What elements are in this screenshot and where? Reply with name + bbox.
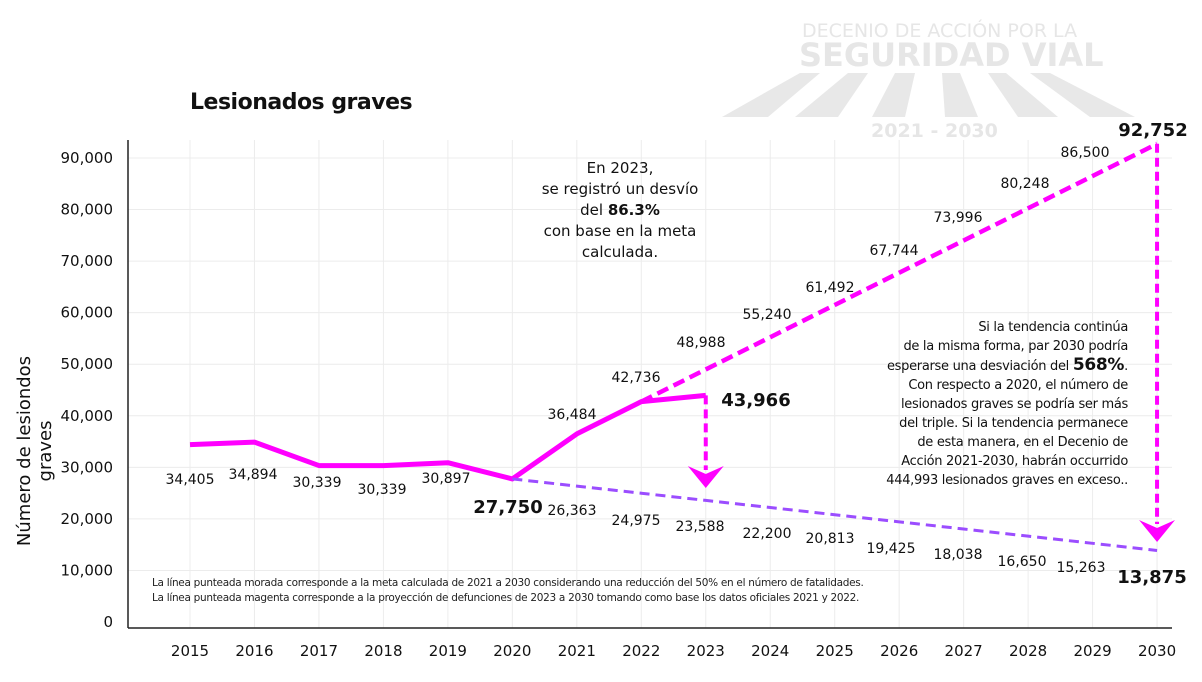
note-line: esperarse una desviación del 568%.: [860, 356, 1128, 376]
chart-title: Lesionados graves: [190, 90, 413, 115]
watermark-line2: SEGURIDAD VIAL: [799, 36, 1104, 74]
data-label: 48,988: [677, 335, 726, 351]
note-text: del: [580, 201, 608, 219]
x-tick-label: 2021: [558, 642, 596, 660]
y-tick-label: 10,000: [61, 561, 114, 579]
y-tick-label: 50,000: [61, 355, 114, 373]
data-label: 13,875: [1117, 567, 1186, 588]
data-label: 15,263: [1057, 560, 1106, 576]
y-tick-label: 30,000: [61, 458, 114, 476]
x-tick-label: 2023: [687, 642, 725, 660]
watermark-line1: DECENIO DE ACCIÓN POR LA: [802, 20, 1078, 42]
note-line: de esta manera, en el Decenio de: [917, 435, 1128, 450]
y-tick-label: 60,000: [61, 304, 114, 322]
data-label: 92,752: [1118, 120, 1187, 141]
note-highlight: 568%: [1072, 355, 1125, 375]
note-line: 444,993 lesionados graves en exceso..: [886, 473, 1128, 488]
x-tick-label: 2025: [816, 642, 854, 660]
y-tick-label: 20,000: [61, 510, 114, 528]
note-line: se registró un desvío: [541, 180, 699, 198]
annotation-2030: Si la tendencia continúa de la misma for…: [860, 318, 1128, 490]
data-label: 30,897: [422, 471, 471, 487]
annotation-2023: En 2023, se registró un desvío del 86.3%…: [520, 158, 720, 263]
note-line: del triple. Si la tendencia permanece: [899, 416, 1128, 431]
data-label: 55,240: [743, 307, 792, 323]
y-tick-label: 90,000: [61, 149, 114, 167]
data-label: 30,339: [358, 482, 407, 498]
x-tick-label: 2019: [429, 642, 467, 660]
note-line: con base en la meta: [543, 222, 697, 240]
x-tick-label: 2029: [1073, 642, 1111, 660]
x-tick-label: 2017: [300, 642, 338, 660]
data-label: 73,996: [934, 210, 983, 226]
data-label: 18,038: [934, 547, 983, 563]
x-tick-label: 2022: [622, 642, 660, 660]
y-tick-label: 40,000: [61, 407, 114, 425]
note-line: Con respecto a 2020, el número de: [908, 378, 1128, 393]
data-label: 23,588: [676, 519, 725, 535]
data-label: 26,363: [548, 503, 597, 519]
data-label: 34,405: [166, 472, 215, 488]
data-label: 42,736: [612, 370, 661, 386]
data-label: 43,966: [721, 390, 790, 411]
y-tick-label: 0: [103, 613, 113, 631]
data-label: 34,894: [229, 467, 278, 483]
data-label: 30,339: [293, 475, 342, 491]
x-tick-label: 2028: [1009, 642, 1047, 660]
data-label: 22,200: [743, 526, 792, 542]
watermark-years: 2021 - 2030: [871, 120, 998, 142]
note-text: esperarse una desviación del: [886, 359, 1073, 374]
data-label: 86,500: [1061, 145, 1110, 161]
y-tick-label: 80,000: [61, 201, 114, 219]
note-text: .: [1124, 359, 1128, 374]
footnote-line: La línea punteada magenta corresponde a …: [152, 592, 860, 604]
data-label: 36,484: [548, 407, 597, 423]
x-tick-label: 2016: [235, 642, 273, 660]
drop-arrow-2023-head: [687, 466, 724, 488]
footnote-line: La línea punteada morada corresponde a l…: [152, 577, 864, 589]
data-label: 27,750: [473, 497, 542, 518]
data-label: 61,492: [806, 280, 855, 296]
drop-arrow-2030-head: [1139, 520, 1176, 542]
x-tick-label: 2015: [171, 642, 209, 660]
data-label: 16,650: [998, 554, 1047, 570]
x-tick-label: 2027: [945, 642, 983, 660]
footnote: La línea punteada morada corresponde a l…: [152, 576, 864, 606]
data-label: 67,744: [870, 243, 919, 259]
x-tick-label: 2020: [493, 642, 531, 660]
data-label: 80,248: [1001, 176, 1050, 192]
data-label: 24,975: [612, 513, 661, 529]
x-tick-label: 2030: [1138, 642, 1176, 660]
note-line: de la misma forma, par 2030 podría: [903, 339, 1128, 354]
data-label: 20,813: [806, 531, 855, 547]
y-tick-label: 70,000: [61, 252, 114, 270]
note-line: lesionados graves se podría ser más: [901, 397, 1128, 412]
x-tick-label: 2018: [364, 642, 402, 660]
data-label: 19,425: [867, 541, 916, 557]
note-line: En 2023,: [586, 159, 654, 177]
x-tick-label: 2026: [880, 642, 918, 660]
note-line: Acción 2021-2030, habrán occurrido: [901, 454, 1128, 469]
note-line: del 86.3%: [520, 200, 720, 221]
note-highlight: 86.3%: [607, 201, 660, 219]
x-tick-label: 2024: [751, 642, 789, 660]
note-line: calculada.: [581, 243, 659, 261]
note-line: Si la tendencia continúa: [978, 320, 1128, 335]
